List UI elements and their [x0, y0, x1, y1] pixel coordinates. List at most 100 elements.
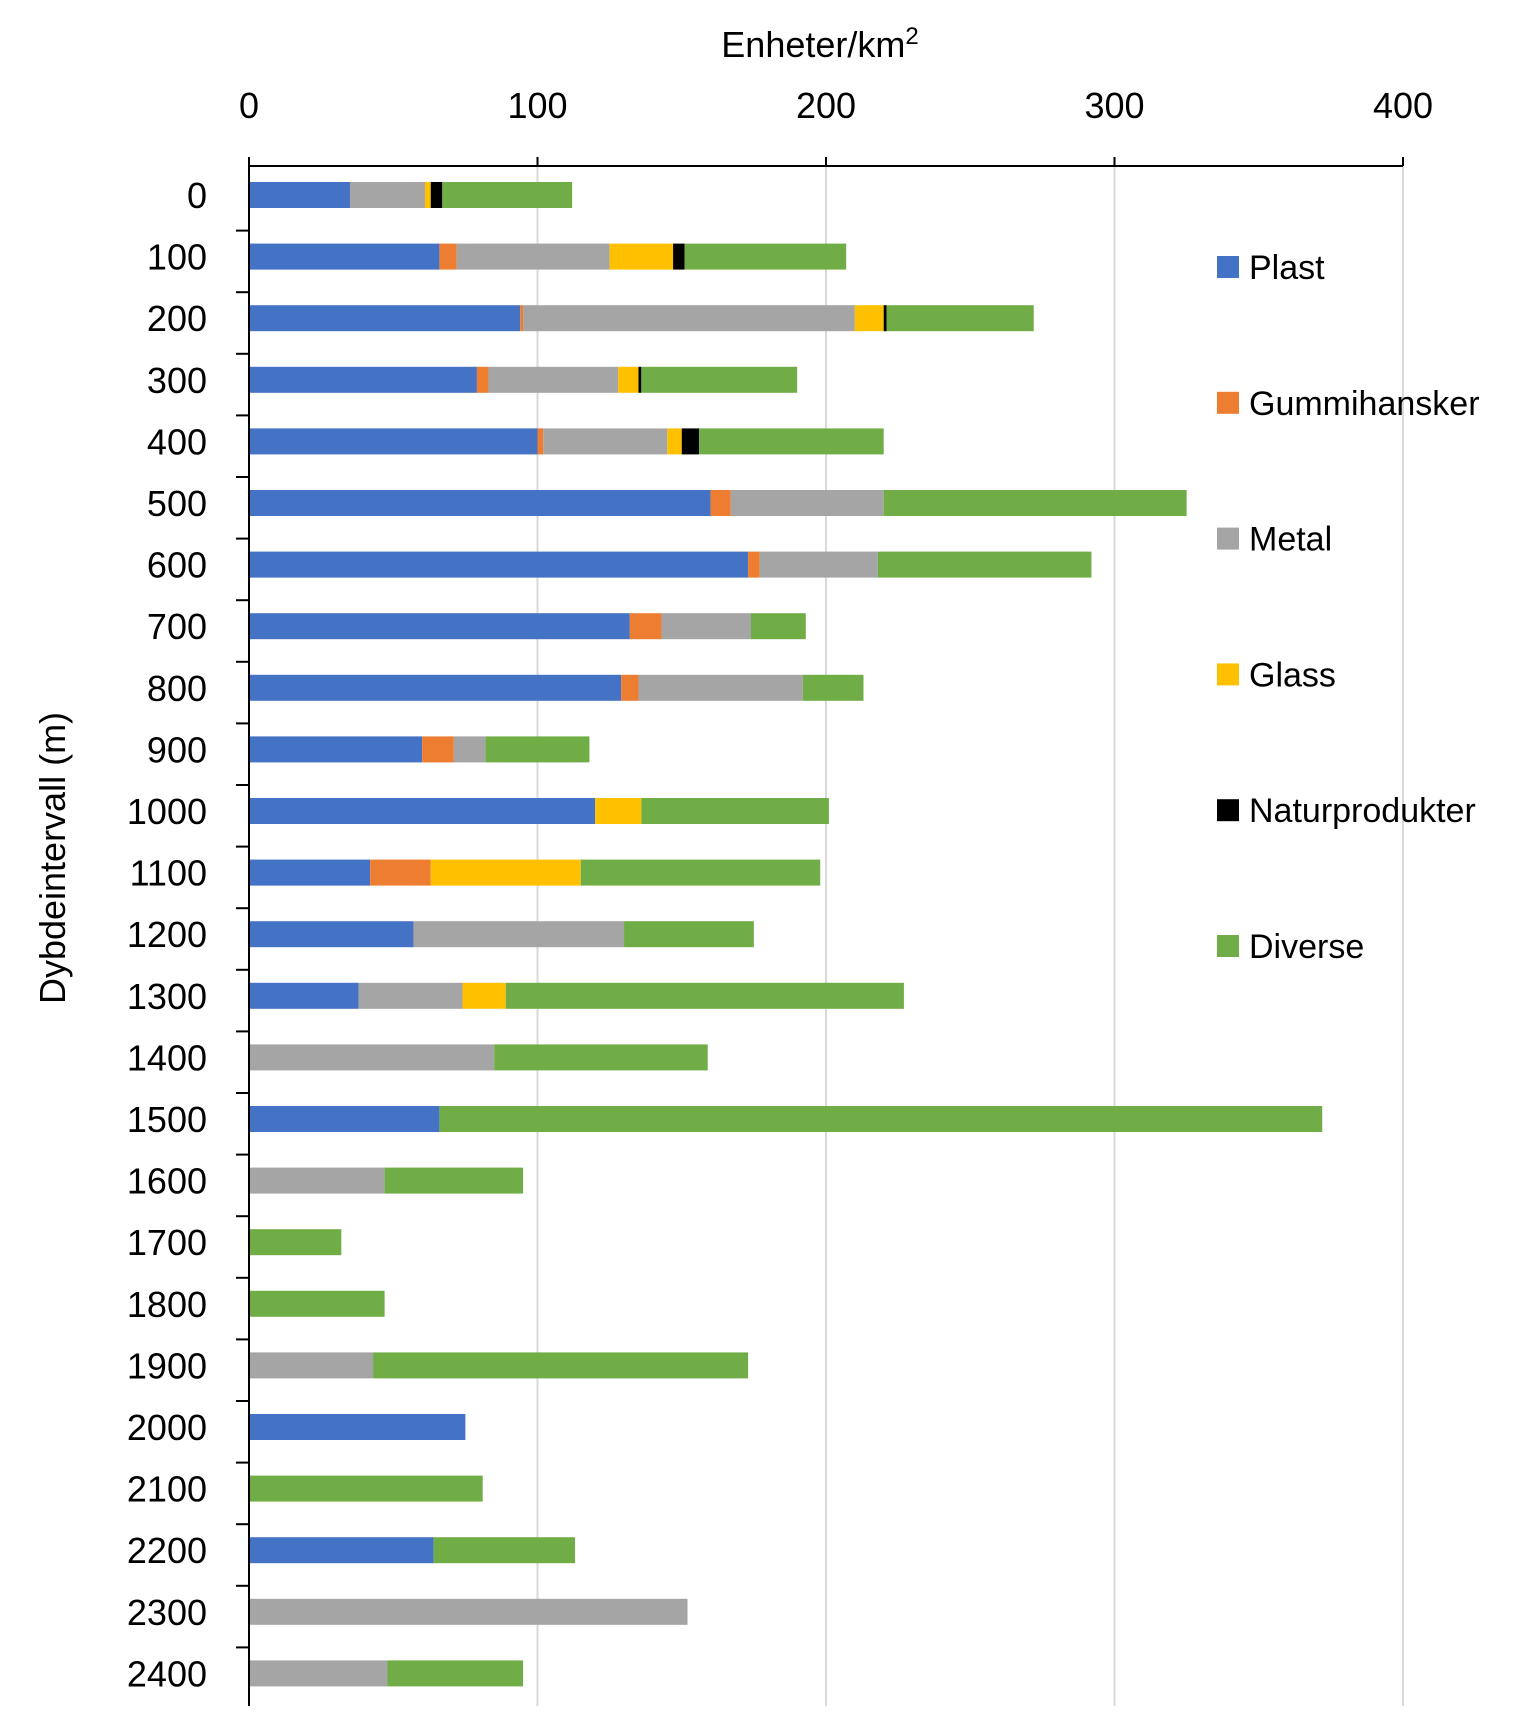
bar-segment — [249, 1660, 388, 1687]
bar-segment — [641, 366, 798, 393]
y-tick-label: 700 — [147, 606, 207, 647]
bar-segment — [370, 859, 431, 886]
bar-segment — [249, 736, 423, 763]
y-tick-label: 1100 — [130, 853, 207, 894]
y-tick-labels: 0 100 200 300 400 500 600 700 800 900 1000 1100 1200… — [127, 175, 207, 1694]
legend-swatch — [1217, 391, 1239, 414]
bar-segment — [249, 1475, 483, 1502]
bar-segment — [543, 428, 668, 455]
x-tick-label: 300 — [1084, 85, 1144, 126]
bar-segment — [750, 613, 806, 640]
bar-segment — [802, 674, 864, 701]
bar-segment — [249, 428, 538, 455]
x-tick-label: 200 — [796, 85, 856, 126]
y-tick-label: 1500 — [127, 1099, 207, 1140]
y-tick-label: 1200 — [127, 914, 207, 955]
bar-segment — [520, 305, 524, 332]
bar-segment — [442, 182, 573, 208]
y-tick-label: 200 — [147, 298, 207, 339]
legend-label: Diverse — [1249, 928, 1364, 966]
bar-segment — [624, 921, 754, 948]
bar-segment — [883, 305, 887, 332]
bar-segment — [759, 551, 878, 578]
legend-swatch — [1217, 256, 1239, 278]
bar-segment — [488, 366, 619, 393]
bar-segment — [249, 490, 711, 516]
bar-segment — [424, 182, 431, 208]
bar-segment — [249, 859, 371, 886]
bar-segment — [748, 551, 760, 578]
x-axis-title-text: Enheter/km — [721, 24, 905, 65]
y-tick-label: 0 — [187, 175, 207, 216]
y-tick-label: 100 — [147, 237, 207, 278]
bar-segment — [883, 490, 1187, 516]
y-tick-label: 1900 — [127, 1345, 207, 1386]
bars — [249, 182, 1323, 1687]
axes — [236, 157, 1404, 1706]
bar-segment — [638, 674, 803, 701]
x-tick-labels: 0 100 200 300 400 — [239, 85, 1433, 126]
y-tick-label: 400 — [147, 421, 207, 462]
y-tick-label: 300 — [147, 360, 207, 401]
bar-segment — [249, 1290, 385, 1317]
y-tick-label: 1300 — [127, 976, 207, 1017]
bar-segment — [462, 982, 506, 1009]
bar-segment — [476, 366, 489, 393]
y-tick-label: 1800 — [127, 1284, 207, 1325]
y-tick-label: 1000 — [127, 791, 207, 832]
y-tick-label: 2400 — [127, 1653, 207, 1694]
y-tick-label: 600 — [147, 545, 207, 586]
bar-segment — [681, 428, 700, 455]
y-axis-title: Dybdeintervall (m) — [32, 712, 73, 1004]
y-tick-label: 1700 — [127, 1222, 207, 1263]
bar-segment — [523, 305, 855, 332]
bar-segment — [595, 798, 642, 824]
bar-segment — [249, 551, 749, 578]
legend-swatch — [1217, 527, 1239, 550]
legend-label: Glass — [1249, 656, 1336, 694]
bar-segment — [485, 736, 590, 763]
y-tick-label: 500 — [147, 483, 207, 524]
bar-segment — [609, 243, 674, 270]
y-tick-label: 900 — [147, 729, 207, 770]
bar-segment — [430, 859, 581, 886]
bar-segment — [877, 551, 1092, 578]
bar-segment — [684, 243, 847, 270]
bar-segment — [249, 1167, 385, 1194]
bar-segment — [667, 428, 682, 455]
bar-segment — [537, 428, 544, 455]
legend-label: Gummihansker — [1249, 385, 1480, 423]
bar-segment — [453, 736, 486, 763]
bar-segment — [439, 243, 457, 270]
legend-label: Naturprodukter — [1249, 792, 1476, 830]
bar-segment — [433, 1537, 576, 1564]
bar-segment — [710, 490, 731, 516]
y-tick-label: 1600 — [127, 1161, 207, 1202]
bar-segment — [358, 982, 463, 1009]
bar-segment — [249, 1352, 374, 1379]
bar-segment — [494, 1044, 708, 1071]
bar-segment — [384, 1167, 524, 1194]
legend-swatch — [1217, 799, 1239, 822]
y-tick-label: 2000 — [127, 1407, 207, 1448]
bar-segment — [641, 798, 829, 824]
bar-segment — [249, 182, 350, 208]
bar-segment — [673, 243, 685, 270]
bar-segment — [349, 182, 425, 208]
bar-segment — [249, 1598, 688, 1625]
bar-segment — [249, 921, 414, 948]
y-tick-label: 2200 — [127, 1530, 207, 1571]
bar-segment — [430, 182, 443, 208]
legend-swatch — [1217, 935, 1239, 957]
y-tick-label: 800 — [147, 668, 207, 709]
y-tick-label: 1400 — [127, 1037, 207, 1078]
x-tick-label: 100 — [507, 85, 567, 126]
bar-segment — [249, 798, 596, 824]
bar-segment — [249, 366, 477, 393]
legend-label: Plast — [1249, 249, 1325, 287]
bar-segment — [661, 613, 751, 640]
x-axis-title-superscript: 2 — [905, 23, 918, 50]
bar-segment — [249, 1537, 434, 1564]
bar-segment — [249, 243, 440, 270]
